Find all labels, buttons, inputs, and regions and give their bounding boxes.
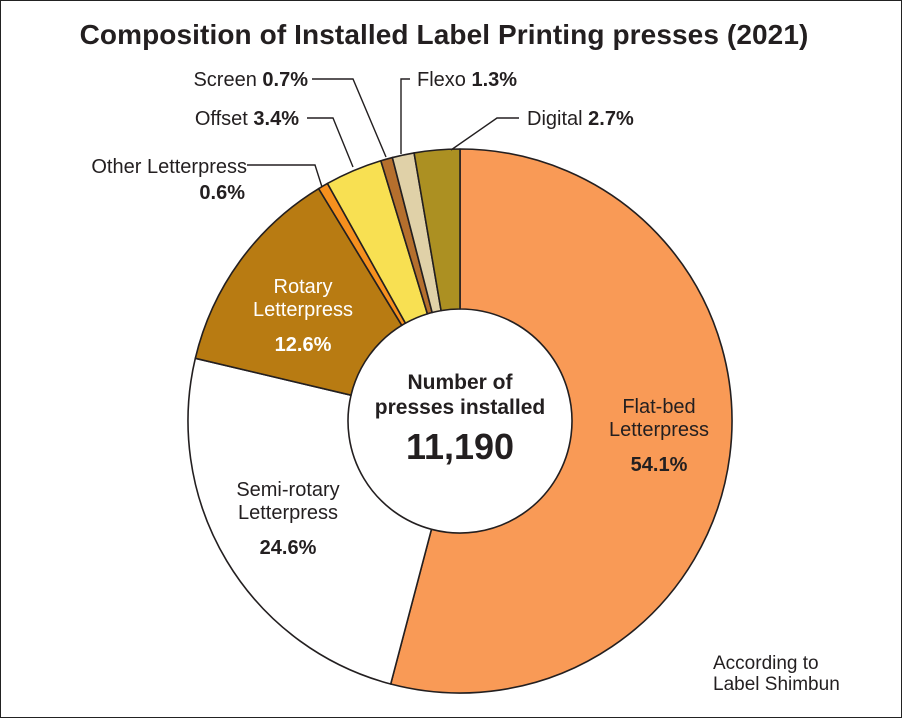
chart-title: Composition of Installed Label Printing … [79, 19, 809, 50]
slice-value: 0.7% [257, 69, 308, 91]
slice-name-line: Rotary [274, 276, 333, 298]
slice-name: Flexo [417, 69, 466, 91]
slice-name: Other Letterpress [91, 156, 247, 178]
slice-name-line: Flat-bed [622, 396, 695, 418]
slice-value: 54.1% [631, 454, 688, 476]
slice-label-digital: Digital 2.7% [527, 108, 634, 130]
source-line-1: According to [713, 653, 819, 674]
slice-flat-bed-letterpress [389, 148, 733, 694]
slice-value: 24.6% [260, 537, 317, 559]
slice-value: 2.7% [583, 108, 634, 130]
center-label: Number of presses installed [375, 371, 545, 419]
slice-name-line: Letterpress [253, 299, 353, 321]
center-label-line: presses installed [375, 396, 545, 419]
leader-line-digital [450, 117, 519, 151]
slice-name: Screen [193, 69, 256, 91]
slice-rotary-letterpress [194, 187, 403, 396]
slice-label-flexo: Flexo 1.3% [417, 69, 517, 91]
leader-line-screen [312, 78, 387, 158]
slice-label-rotary-letterpress: Rotary Letterpress 12.6% [253, 276, 353, 356]
leader-line-other-letterpress [247, 164, 323, 188]
slice-name-line: Letterpress [238, 502, 338, 524]
center-label-line: Number of [408, 371, 514, 394]
slice-digital [413, 148, 461, 312]
slice-value: 3.4% [248, 108, 299, 130]
slice-name: Digital [527, 108, 583, 130]
donut-labels: Flat-bed Letterpress 54.1%Semi-rotary Lette… [91, 69, 709, 559]
source-note: According to Label Shimbun [713, 653, 840, 695]
slice-semi-rotary-letterpress [187, 357, 433, 685]
leader-line-offset [307, 117, 354, 168]
slice-value: 12.6% [275, 334, 332, 356]
leader-line-flexo [400, 78, 410, 154]
slice-label-offset: Offset 3.4% [195, 108, 299, 130]
center-value: 11,190 [406, 426, 514, 467]
slice-name: Offset [195, 108, 248, 130]
slice-name-line: Letterpress [609, 419, 709, 441]
slice-name-line: Semi-rotary [236, 479, 339, 501]
source-line-2: Label Shimbun [713, 674, 840, 695]
slice-label-flat-bed-letterpress: Flat-bed Letterpress 54.1% [609, 396, 709, 476]
slice-label-screen: Screen 0.7% [193, 69, 308, 91]
slice-label-semi-rotary-letterpress: Semi-rotary Letterpress 24.6% [236, 479, 339, 559]
slice-value: 0.6% [199, 182, 245, 204]
donut-slices [187, 148, 733, 694]
slice-value: 1.3% [466, 69, 517, 91]
slice-label-other-letterpress: Other Letterpress 0.6% [91, 156, 247, 204]
